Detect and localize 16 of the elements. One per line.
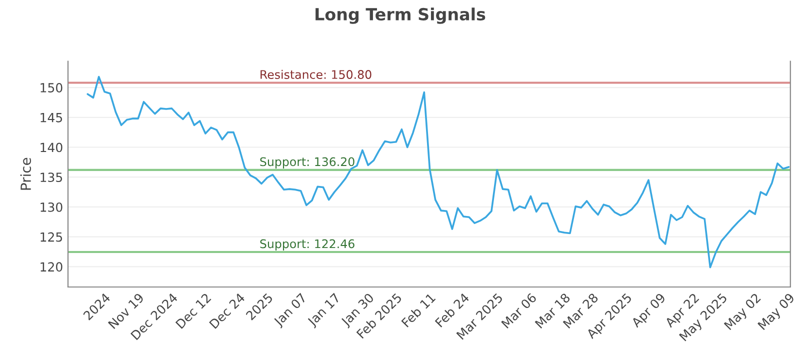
y-tick-label: 120 [40,262,62,272]
y-tick-label: 140 [40,142,62,152]
ref-line-label: Resistance: 150.80 [260,70,372,79]
y-tick-label: 125 [40,232,62,242]
y-tick-label: 135 [40,172,62,182]
y-tick-label: 150 [40,83,62,92]
x-tick-label: Feb 11 [400,292,436,328]
x-tick-label: Jan 17 [306,292,342,328]
y-tick-label: 130 [40,202,62,212]
y-axis-title: Price [20,158,32,190]
x-tick-label: Apr 09 [630,292,668,330]
ref-line-label: Support: 122.46 [260,239,354,251]
x-tick-label: Jan 07 [272,292,308,328]
ref-line-label: Support: 136.20 [260,157,354,168]
chart-title: Long Term Signals [316,8,486,24]
y-tick-label: 145 [40,113,62,122]
